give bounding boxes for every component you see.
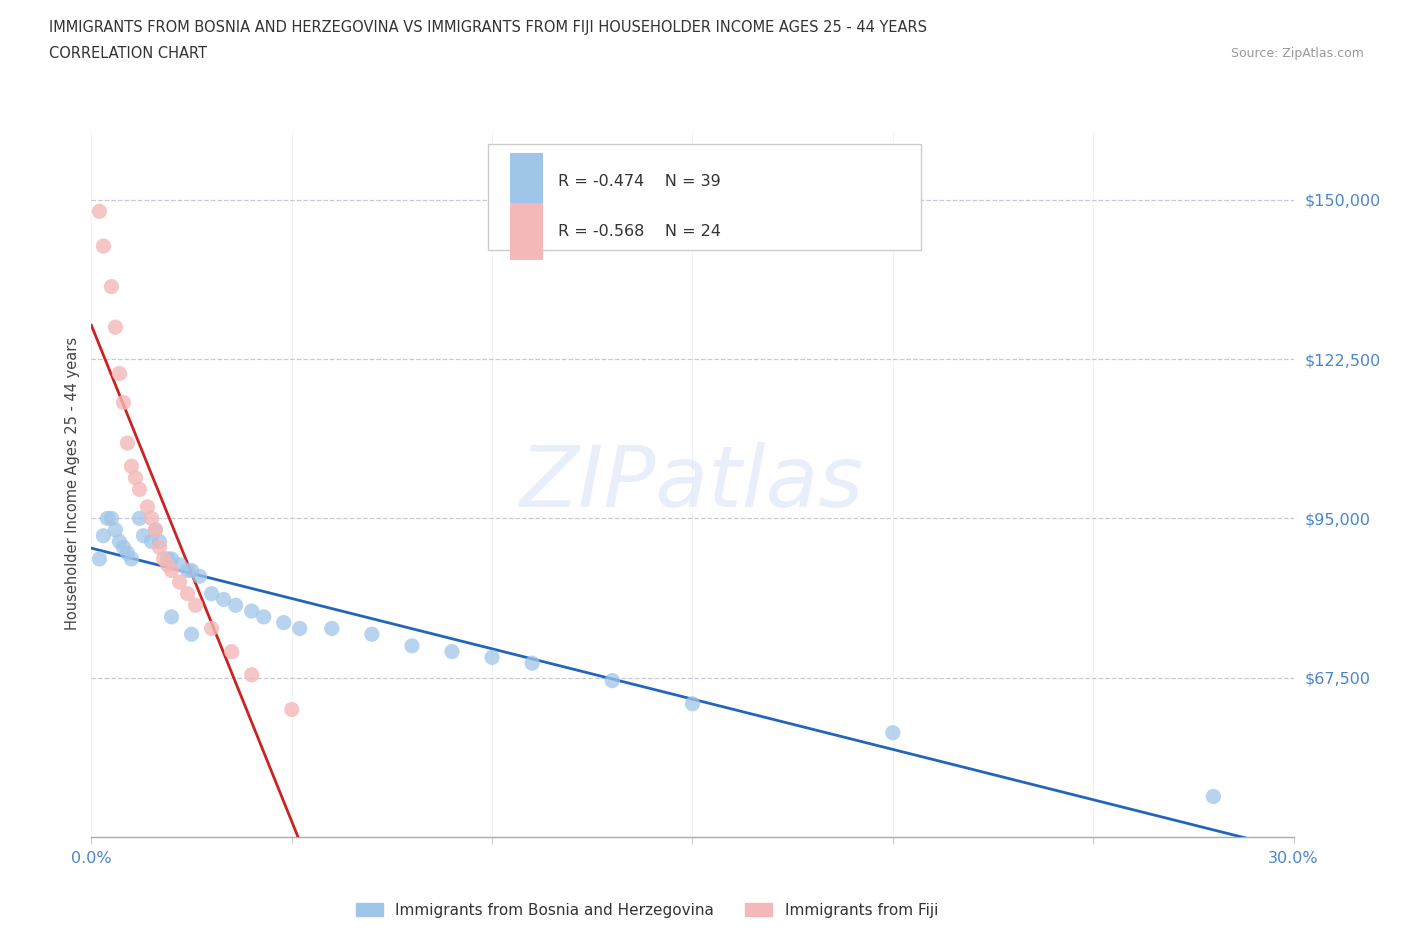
Bar bbox=[510, 153, 543, 210]
Point bbox=[93, 528, 115, 543]
Point bbox=[321, 621, 343, 636]
Text: IMMIGRANTS FROM BOSNIA AND HERZEGOVINA VS IMMIGRANTS FROM FIJI HOUSEHOLDER INCOM: IMMIGRANTS FROM BOSNIA AND HERZEGOVINA V… bbox=[49, 20, 927, 35]
Point bbox=[169, 575, 191, 590]
Point bbox=[1202, 789, 1225, 804]
Legend: Immigrants from Bosnia and Herzegovina, Immigrants from Fiji: Immigrants from Bosnia and Herzegovina, … bbox=[356, 903, 938, 918]
Point bbox=[96, 511, 118, 525]
Point bbox=[121, 551, 143, 566]
FancyBboxPatch shape bbox=[488, 144, 921, 250]
Point bbox=[141, 534, 163, 549]
Point bbox=[360, 627, 382, 642]
Point bbox=[253, 609, 276, 624]
Point bbox=[481, 650, 503, 665]
Point bbox=[89, 204, 111, 219]
Point bbox=[240, 604, 263, 618]
Point bbox=[145, 523, 167, 538]
Point bbox=[201, 586, 224, 601]
Point bbox=[108, 366, 131, 381]
Text: Source: ZipAtlas.com: Source: ZipAtlas.com bbox=[1230, 46, 1364, 60]
Point bbox=[145, 523, 167, 538]
Text: R = -0.474    N = 39: R = -0.474 N = 39 bbox=[558, 174, 720, 189]
Point bbox=[100, 279, 122, 294]
Y-axis label: Householder Income Ages 25 - 44 years: Householder Income Ages 25 - 44 years bbox=[65, 337, 80, 631]
Point bbox=[273, 616, 295, 631]
Point bbox=[160, 609, 183, 624]
Point bbox=[201, 621, 224, 636]
Point bbox=[104, 523, 127, 538]
Point bbox=[104, 320, 127, 335]
Point bbox=[169, 557, 191, 572]
Point bbox=[128, 482, 150, 497]
Point bbox=[152, 551, 174, 566]
Point bbox=[89, 551, 111, 566]
Point bbox=[184, 598, 207, 613]
Point bbox=[128, 511, 150, 525]
Point bbox=[100, 511, 122, 525]
Point bbox=[602, 673, 624, 688]
Point bbox=[281, 702, 304, 717]
Point bbox=[180, 627, 202, 642]
Point bbox=[221, 644, 243, 659]
Point bbox=[108, 534, 131, 549]
Point bbox=[112, 395, 135, 410]
Point bbox=[156, 551, 179, 566]
Text: ZIPatlas: ZIPatlas bbox=[520, 442, 865, 525]
Point bbox=[440, 644, 463, 659]
Point bbox=[148, 534, 170, 549]
Point bbox=[93, 239, 115, 254]
Text: R = -0.568    N = 24: R = -0.568 N = 24 bbox=[558, 224, 721, 239]
Point bbox=[681, 697, 703, 711]
Point bbox=[156, 557, 179, 572]
Point bbox=[121, 458, 143, 473]
Bar bbox=[510, 203, 543, 259]
Point bbox=[141, 511, 163, 525]
Point bbox=[176, 563, 198, 578]
Point bbox=[112, 540, 135, 555]
Point bbox=[117, 435, 139, 450]
Point bbox=[188, 569, 211, 584]
Point bbox=[148, 540, 170, 555]
Point bbox=[180, 563, 202, 578]
Text: CORRELATION CHART: CORRELATION CHART bbox=[49, 46, 207, 61]
Point bbox=[240, 668, 263, 683]
Point bbox=[522, 656, 544, 671]
Point bbox=[160, 551, 183, 566]
Point bbox=[124, 471, 146, 485]
Point bbox=[160, 563, 183, 578]
Point bbox=[882, 725, 904, 740]
Point bbox=[212, 592, 235, 607]
Point bbox=[136, 499, 159, 514]
Point bbox=[401, 638, 423, 653]
Point bbox=[176, 586, 198, 601]
Point bbox=[288, 621, 311, 636]
Point bbox=[132, 528, 155, 543]
Point bbox=[117, 546, 139, 561]
Point bbox=[225, 598, 247, 613]
